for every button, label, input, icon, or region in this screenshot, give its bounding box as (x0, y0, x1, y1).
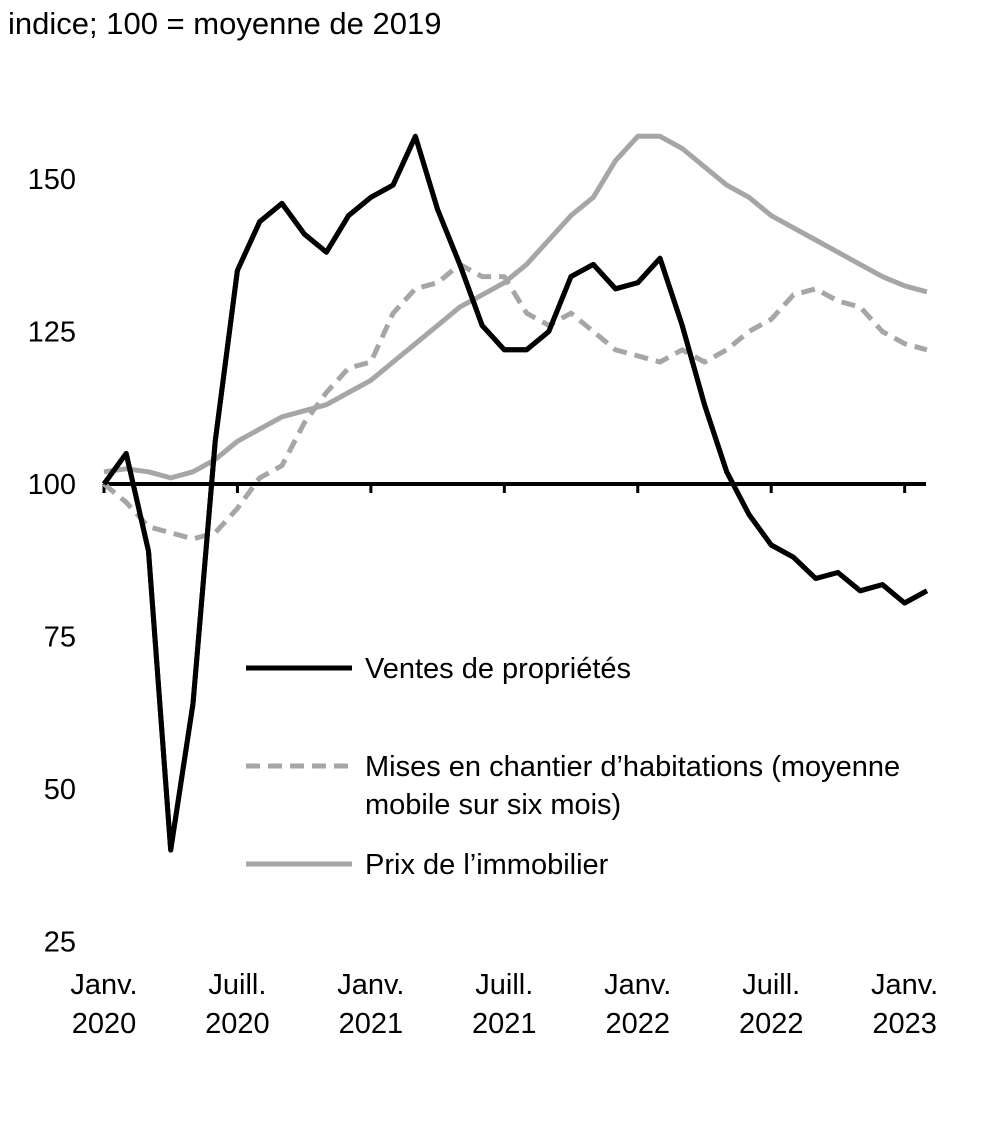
x-tick-label-line2: 2021 (339, 1008, 404, 1040)
y-tick-label-75: 75 (44, 622, 76, 654)
series-line-1 (101, 133, 929, 853)
x-tick-label-line1: Janv. (70, 969, 137, 1001)
y-tick-label-150: 150 (28, 164, 76, 196)
x-tick-label-line1: Juill. (208, 969, 266, 1001)
x-tick-label-line1: Janv. (604, 969, 671, 1001)
x-tick-label-line1: Juill. (742, 969, 800, 1001)
legend-label-2-line2: mobile sur six mois) (365, 789, 621, 821)
x-tick-label-line1: Janv. (337, 969, 404, 1001)
y-tick-labels: 25 50 75 100 125 150 (28, 164, 76, 959)
x-tick-label-line2: 2022 (739, 1008, 804, 1040)
series-lines (101, 133, 929, 853)
series-line-ventes-top (101, 133, 929, 853)
legend-label-3: Prix de l’immobilier (365, 849, 609, 881)
x-tick-label-line1: Juill. (475, 969, 533, 1001)
x-tick-label-line2: 2022 (606, 1008, 671, 1040)
y-axis-title: indice; 100 = moyenne de 2019 (8, 6, 442, 41)
series-line-2 (102, 261, 928, 542)
x-tick-label-line2: 2020 (72, 1008, 137, 1040)
series-line-3 (103, 133, 928, 481)
x-tick-label-line2: 2023 (872, 1008, 937, 1040)
y-tick-label-50: 50 (44, 774, 76, 806)
y-tick-label-125: 125 (28, 317, 76, 349)
x-tick-label-line2: 2020 (205, 1008, 270, 1040)
x-tick-label-line1: Janv. (871, 969, 938, 1001)
y-tick-label-100: 100 (28, 469, 76, 501)
x-axis: Janv. 2020 Juill. 2020 Janv. 2021 Juill. 2021 Ja… (70, 482, 938, 1040)
legend-label-1: Ventes de propriétés (365, 653, 631, 685)
x-tick-label-line2: 2021 (472, 1008, 537, 1040)
legend-label-2: Mises en chantier d’habitations (moyenne (365, 751, 900, 783)
y-tick-label-25: 25 (44, 927, 76, 959)
legend: Ventes de propriétés Mises en chantier d’… (246, 653, 900, 881)
